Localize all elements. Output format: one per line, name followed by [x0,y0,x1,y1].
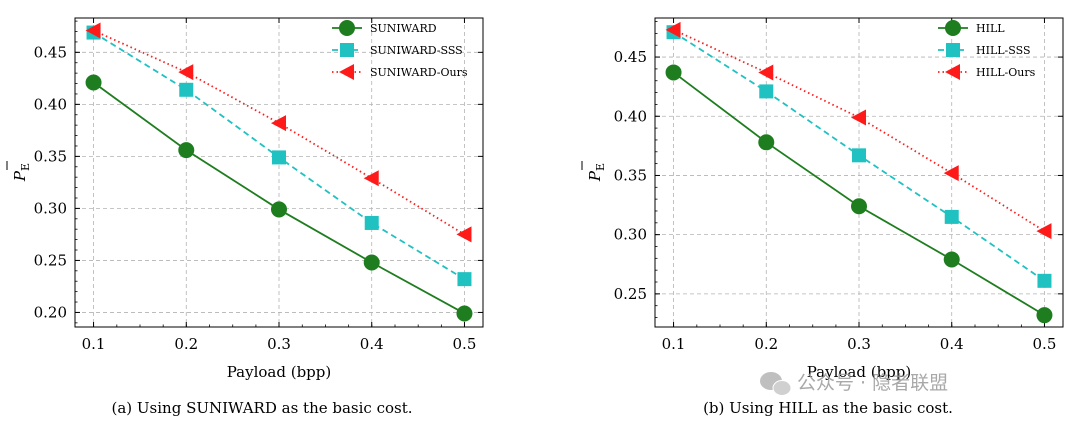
x-axis-label: Payload (bpp) [807,363,912,381]
legend-marker [339,20,355,36]
legend-entry: SUNIWARD-SSS [370,44,463,57]
x-tick-label: 0.4 [360,335,384,353]
series-suniward-ours [85,22,472,243]
x-tick-label: 0.4 [940,335,964,353]
y-tick-label: 0.20 [34,303,67,321]
y-tick-label: 0.40 [34,95,67,113]
x-tick-label: 0.3 [847,335,871,353]
chart-panel-a: 0.1 0.2 0.3 0.4 0.5 0.20 0.25 0.30 0.35 0.40 0.45 P… [6,17,484,417]
wechat-icon-bubble [772,380,792,396]
y-tick-label: 0.45 [614,48,647,66]
data-point [271,115,286,132]
data-point [363,254,380,271]
data-point [851,198,867,215]
legend-marker [340,43,354,57]
data-point [944,209,959,224]
data-point [1037,273,1052,288]
y-axis-label-sub: E [594,163,607,171]
series-line [673,29,1045,232]
y-tick-label: 0.25 [614,285,647,303]
data-point [851,109,866,126]
data-point [179,82,194,97]
x-tick-label: 0.1 [82,335,106,353]
legend-marker [946,43,960,57]
legend: HILL HILL-SSS HILL-Ours [938,20,1036,80]
y-axis-label: PE [586,163,607,182]
legend-entry: HILL [976,22,1005,35]
data-point [456,226,472,243]
x-tick-label: 0.5 [453,335,477,353]
y-tick-label: 0.45 [34,43,67,61]
data-point [456,305,473,322]
data-point [1036,307,1053,324]
watermark-text: 公众号 · 隐者联盟 [797,372,948,394]
data-point [363,170,379,187]
legend-entry: HILL-SSS [976,44,1030,57]
y-axis-label-sub: E [19,163,32,171]
data-point [665,64,682,81]
legend: SUNIWARD SUNIWARD-SSS SUNIWARD-Ours [332,20,468,80]
data-point [85,74,102,91]
data-point [665,21,681,38]
data-point [364,215,379,230]
data-point [758,134,775,151]
data-point [272,150,286,165]
x-tick-label: 0.2 [174,335,198,353]
data-point [1036,223,1052,240]
series-hill-sss [666,25,1052,288]
series-hill [665,64,1053,324]
x-axis-label: Payload (bpp) [227,363,332,381]
y-tick-label: 0.35 [34,147,67,165]
x-tick-label: 0.3 [267,335,291,353]
data-point [271,201,287,218]
data-point [852,148,866,163]
legend-marker [945,64,960,80]
y-tick-label: 0.35 [614,166,647,184]
series-suniward [85,74,473,322]
legend-marker [339,64,354,80]
chart-panel-b: 0.1 0.2 0.3 0.4 0.5 0.25 0.30 0.35 0.40 0.45 Paylo… [581,17,1064,417]
y-axis-label-main: P [11,170,29,182]
data-point [85,22,101,39]
data-point [758,64,774,81]
x-tick-label: 0.5 [1033,335,1057,353]
y-tick-label: 0.30 [34,199,67,217]
y-tick-label: 0.25 [34,251,67,269]
data-point [943,165,959,182]
data-point [943,251,960,268]
watermark: 公众号 · 隐者联盟 [760,372,948,396]
figure-caption: (a) Using SUNIWARD as the basic cost. [111,399,412,417]
legend-entry: HILL-Ours [976,66,1036,79]
y-axis-label-main: P [586,170,604,182]
figure-caption: (b) Using HILL as the basic cost. [703,399,953,417]
data-point [457,272,472,287]
x-tick-label: 0.1 [662,335,686,353]
x-tick-label: 0.2 [754,335,778,353]
series-suniward-sss [86,25,472,287]
series-hill-ours [665,21,1052,240]
y-tick-label: 0.30 [614,226,647,244]
data-point [178,142,195,159]
legend-marker [945,20,961,36]
data-point [178,64,194,81]
data-point [759,84,774,99]
legend-entry: SUNIWARD-Ours [370,66,468,79]
y-axis-label: PE [11,163,32,182]
legend-entry: SUNIWARD [370,22,437,35]
y-tick-label: 0.40 [614,107,647,125]
